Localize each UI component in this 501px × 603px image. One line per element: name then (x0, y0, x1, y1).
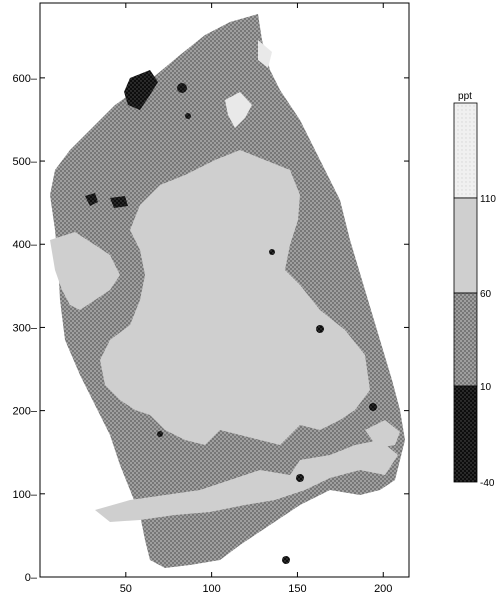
y-tick-label: 200– (13, 406, 38, 418)
region-below-10-nw (124, 70, 158, 110)
y-axis: 0– 100– 200– 300– 400– 500– 600– (13, 73, 409, 584)
region-60-110-west (50, 232, 120, 310)
legend-break-60: 60 (480, 289, 492, 300)
y-tick-label: 100– (13, 489, 38, 501)
region-below-10-small-6 (157, 431, 163, 437)
x-axis: 50 100 150 200 (120, 3, 392, 595)
region-below-10-small-8 (282, 556, 290, 564)
region-60-110-southeast (365, 420, 400, 448)
region-below-10-small-2 (185, 113, 191, 119)
region-below-10-west (85, 193, 98, 206)
y-tick-label: 600– (13, 73, 38, 85)
legend-break-10: 10 (480, 382, 492, 393)
legend-unit: ppt (458, 91, 472, 102)
region-below-10-small-7 (296, 474, 304, 482)
legend-swatch-below-10 (453, 385, 478, 483)
region-below-10-small-3 (269, 249, 275, 255)
x-tick-label: 50 (120, 583, 132, 595)
x-tick-label: 100 (202, 583, 220, 595)
region-above-110-north (225, 92, 252, 128)
legend-swatch-above-110 (453, 102, 478, 199)
region-below-10-west-2 (110, 196, 128, 208)
y-tick-label: 0– (25, 572, 38, 584)
region-above-110-ne (258, 40, 272, 68)
legend: ppt 110 60 10 -40 (453, 91, 496, 489)
legend-swatch-10-60 (453, 292, 478, 387)
legend-break-minus-40: -40 (480, 478, 495, 489)
region-below-10-small-5 (369, 403, 377, 411)
region-below-10-small-1 (177, 83, 187, 93)
region-60-110-south (95, 440, 398, 522)
y-tick-label: 300– (13, 322, 38, 334)
region-60-110-main (100, 150, 370, 445)
x-tick-label: 200 (374, 583, 392, 595)
legend-break-110: 110 (480, 194, 496, 205)
y-tick-label: 400– (13, 239, 38, 251)
x-tick-label: 150 (288, 583, 306, 595)
y-tick-label: 500– (13, 156, 38, 168)
legend-swatch-60-110 (453, 197, 478, 294)
region-below-10-small-4 (316, 325, 324, 333)
